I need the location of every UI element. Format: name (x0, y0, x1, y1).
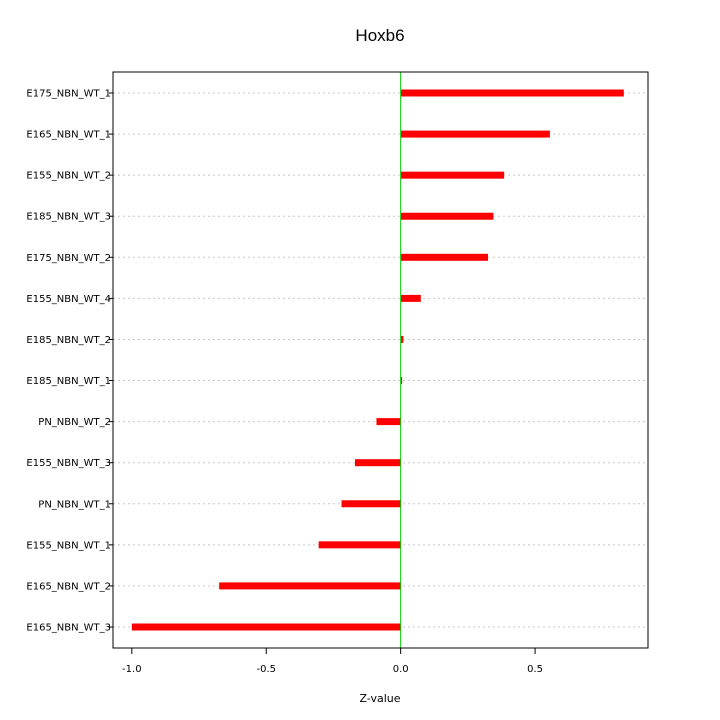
bar-E175_NBN_WT_1 (400, 89, 624, 97)
category-label: E165_NBN_WT_3 (26, 623, 111, 634)
bar-E155_NBN_WT_3 (354, 459, 401, 467)
x-tick-label: 0.0 (393, 664, 409, 675)
chart-title: Hoxb6 (355, 26, 404, 45)
category-label: E155_NBN_WT_4 (26, 294, 111, 305)
bar-E165_NBN_WT_1 (400, 130, 550, 138)
bar-PN_NBN_WT_2 (376, 418, 401, 426)
plot-frame (112, 71, 649, 649)
category-label: E185_NBN_WT_2 (26, 335, 111, 346)
grid-layer (113, 92, 648, 628)
category-label: E185_NBN_WT_1 (26, 376, 111, 387)
bar-E175_NBN_WT_2 (400, 253, 489, 261)
bar-E155_NBN_WT_1 (318, 541, 401, 549)
category-label: PN_NBN_WT_2 (38, 417, 111, 428)
category-label: E175_NBN_WT_1 (26, 89, 111, 100)
x-axis-ticks: -1.0 -0.5 0.0 0.5 (122, 647, 543, 675)
category-label: E185_NBN_WT_3 (26, 212, 111, 223)
x-tick-label: -1.0 (122, 664, 142, 675)
category-label: E165_NBN_WT_2 (26, 581, 111, 592)
bar-E155_NBN_WT_2 (400, 171, 505, 179)
x-tick-label: 0.5 (527, 664, 543, 675)
bar-E185_NBN_WT_3 (400, 212, 494, 220)
category-label: E155_NBN_WT_3 (26, 458, 111, 469)
category-label: E155_NBN_WT_2 (26, 171, 111, 182)
bar-E185_NBN_WT_1 (400, 377, 403, 385)
x-axis-title: Z-value (359, 692, 400, 705)
category-label: E175_NBN_WT_2 (26, 253, 111, 264)
bar-E185_NBN_WT_2 (400, 335, 404, 343)
category-label: PN_NBN_WT_1 (38, 499, 111, 510)
bar-E165_NBN_WT_2 (219, 582, 401, 590)
x-tick-label: -0.5 (256, 664, 276, 675)
bar-E155_NBN_WT_4 (400, 294, 421, 302)
bar-PN_NBN_WT_1 (341, 500, 401, 508)
category-label: E155_NBN_WT_1 (26, 540, 111, 551)
bar-E165_NBN_WT_3 (131, 623, 401, 631)
bar-layer (131, 89, 624, 631)
category-labels: E175_NBN_WT_1 E165_NBN_WT_1 E155_NBN_WT_2 E… (26, 89, 113, 634)
category-label: E165_NBN_WT_1 (26, 130, 111, 141)
